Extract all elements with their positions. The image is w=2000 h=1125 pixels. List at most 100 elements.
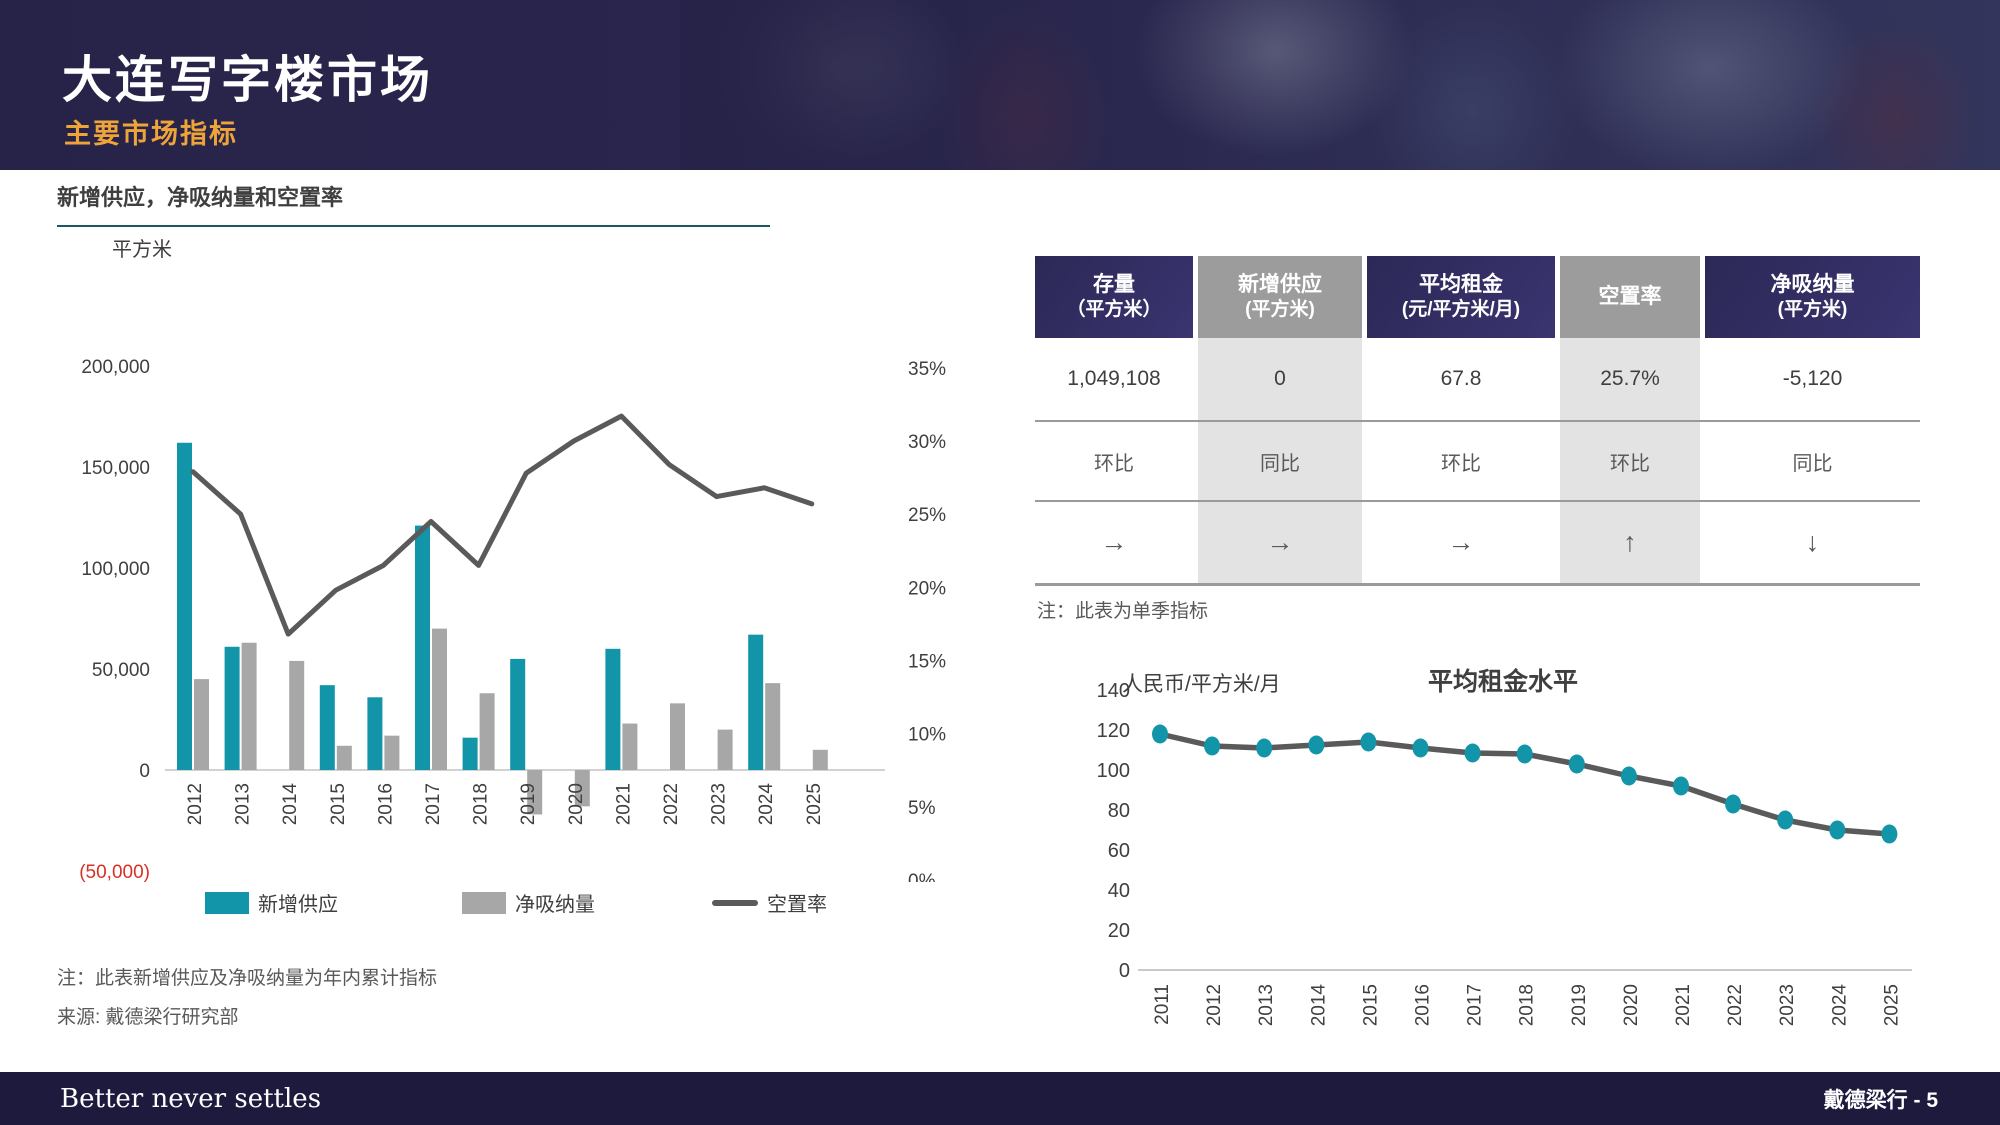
- svg-text:2014: 2014: [1308, 984, 1329, 1027]
- legend-item-new-supply: 新增供应: [205, 888, 338, 917]
- svg-text:150,000: 150,000: [81, 458, 150, 479]
- section-title-rule: [57, 225, 770, 227]
- svg-text:2016: 2016: [1413, 984, 1434, 1026]
- svg-text:50,000: 50,000: [92, 660, 150, 681]
- svg-text:0%: 0%: [908, 871, 936, 882]
- chart-section-title: 新增供应，净吸纳量和空置率: [57, 185, 344, 210]
- svg-text:2025: 2025: [1881, 984, 1902, 1026]
- svg-text:20%: 20%: [908, 578, 946, 599]
- rent-chart-title: 平均租金水平: [1428, 668, 1579, 696]
- svg-text:2018: 2018: [471, 783, 492, 825]
- header-banner: 大连写字楼市场 主要市场指标: [0, 0, 2000, 170]
- svg-text:2021: 2021: [613, 783, 634, 825]
- svg-text:(50,000): (50,000): [79, 862, 150, 882]
- svg-text:2013: 2013: [1256, 984, 1277, 1026]
- table-header-avg-rent: 平均租金 (元/平方米/月): [1367, 256, 1555, 338]
- svg-text:60: 60: [1108, 840, 1130, 862]
- svg-text:2013: 2013: [233, 783, 254, 825]
- avg-rent-value: 67.8: [1440, 367, 1482, 390]
- svg-text:30%: 30%: [908, 432, 946, 453]
- new-supply-value: 0: [1198, 338, 1362, 420]
- legend-item-vacancy-rate: 空置率: [712, 888, 827, 917]
- vacancy-line-swatch-icon: [712, 899, 758, 906]
- svg-text:40: 40: [1108, 880, 1130, 902]
- svg-text:35%: 35%: [908, 359, 946, 380]
- footer-bar: Better never settles 戴德梁行 - 5: [0, 1072, 2000, 1125]
- up-arrow-icon: ↑: [1560, 502, 1700, 583]
- table-header-vacancy: 空置率: [1560, 256, 1700, 338]
- svg-text:2022: 2022: [1725, 984, 1746, 1026]
- svg-text:25%: 25%: [908, 505, 946, 526]
- table-row-compare-labels: 环比 同比 环比 环比 同比: [1035, 420, 1920, 500]
- compare-label: 环比: [1560, 422, 1700, 500]
- table-header-row: 存量 （平方米） 新增供应 (平方米) 平均租金 (元/平方米/月) 空置率 净…: [1035, 256, 1920, 338]
- page-title: 大连写字楼市场: [62, 52, 433, 108]
- svg-text:2015: 2015: [1360, 984, 1381, 1026]
- svg-text:140: 140: [1097, 680, 1130, 702]
- vacancy-value: 25.7%: [1560, 338, 1700, 420]
- svg-text:200,000: 200,000: [81, 357, 150, 378]
- svg-text:15%: 15%: [908, 651, 946, 672]
- page-subtitle: 主要市场指标: [64, 119, 238, 149]
- stock-value: 1,049,108: [1067, 367, 1161, 390]
- compare-label: 同比: [1792, 452, 1833, 475]
- compare-label: 环比: [1441, 452, 1481, 475]
- svg-text:100,000: 100,000: [81, 559, 150, 580]
- svg-text:2018: 2018: [1517, 984, 1538, 1026]
- legend-label: 新增供应: [258, 894, 338, 916]
- footer-tagline: Better never settles: [60, 1083, 322, 1114]
- quarterly-indicator-table: 存量 （平方米） 新增供应 (平方米) 平均租金 (元/平方米/月) 空置率 净…: [1035, 256, 1920, 586]
- chart-note: 注：此表新增供应及净吸纳量为年内累计指标: [57, 968, 438, 989]
- rent-axis-unit-label: 人民币/平方米/月: [1122, 673, 1281, 696]
- compare-label: 同比: [1198, 422, 1362, 500]
- svg-text:2019: 2019: [1569, 984, 1590, 1026]
- svg-text:2012: 2012: [185, 783, 206, 825]
- right-arrow-icon: →: [1198, 502, 1362, 583]
- footer-page-label: 戴德梁行 - 5: [1823, 1088, 1938, 1112]
- svg-text:2011: 2011: [1152, 984, 1173, 1025]
- svg-text:2016: 2016: [375, 783, 396, 825]
- compare-label: 环比: [1094, 452, 1134, 475]
- table-header-new-supply: 新增供应 (平方米): [1198, 256, 1362, 338]
- svg-text:0: 0: [1119, 960, 1130, 982]
- svg-text:120: 120: [1097, 720, 1130, 742]
- average-rent-chart: 140 120 100 80 60 40 20 0 2011 2012 2013 2014 2015 20…: [1097, 680, 1912, 1027]
- svg-text:2017: 2017: [423, 783, 444, 825]
- svg-text:2017: 2017: [1465, 984, 1486, 1026]
- svg-text:2022: 2022: [661, 783, 682, 825]
- svg-text:2012: 2012: [1204, 984, 1225, 1026]
- svg-text:2024: 2024: [756, 783, 777, 826]
- svg-text:5%: 5%: [908, 798, 936, 819]
- left-axis-unit-label: 平方米: [112, 239, 172, 261]
- right-arrow-icon: →: [1100, 527, 1128, 557]
- svg-text:2015: 2015: [328, 783, 349, 825]
- net-absorption-value: -5,120: [1782, 367, 1843, 390]
- supply-absorption-vacancy-chart: 200,000 150,000 100,000 50,000 0 (50,000) 35% 3…: [79, 357, 946, 882]
- table-header-net-absorption: 净吸纳量 (平方米): [1705, 256, 1920, 338]
- svg-text:0: 0: [139, 761, 150, 782]
- table-header-stock: 存量 （平方米）: [1035, 256, 1193, 338]
- svg-text:2021: 2021: [1673, 984, 1694, 1026]
- svg-text:2020: 2020: [1621, 984, 1642, 1026]
- table-note: 注：此表为单季指标: [1037, 601, 1209, 622]
- svg-text:2024: 2024: [1829, 984, 1850, 1027]
- svg-text:2020: 2020: [566, 783, 587, 825]
- svg-text:2023: 2023: [709, 783, 730, 825]
- source-note: 来源: 戴德梁行研究部: [57, 1007, 239, 1028]
- svg-text:2023: 2023: [1777, 984, 1798, 1026]
- svg-text:2025: 2025: [804, 783, 825, 825]
- svg-text:10%: 10%: [908, 725, 946, 746]
- new-supply-swatch-icon: [205, 891, 249, 914]
- svg-text:80: 80: [1108, 800, 1130, 822]
- net-absorption-swatch-icon: [462, 891, 506, 914]
- svg-text:2019: 2019: [518, 783, 539, 825]
- header-image: [680, 0, 2000, 170]
- svg-text:20: 20: [1108, 920, 1130, 942]
- legend-label: 空置率: [767, 894, 827, 916]
- down-arrow-icon: ↓: [1805, 527, 1820, 557]
- legend-label: 净吸纳量: [515, 894, 595, 916]
- table-row-trend-arrows: → → → ↑ ↓: [1035, 500, 1920, 586]
- table-row-values: 1,049,108 0 67.8 25.7% -5,120: [1035, 338, 1920, 420]
- legend-item-net-absorption: 净吸纳量: [462, 888, 595, 917]
